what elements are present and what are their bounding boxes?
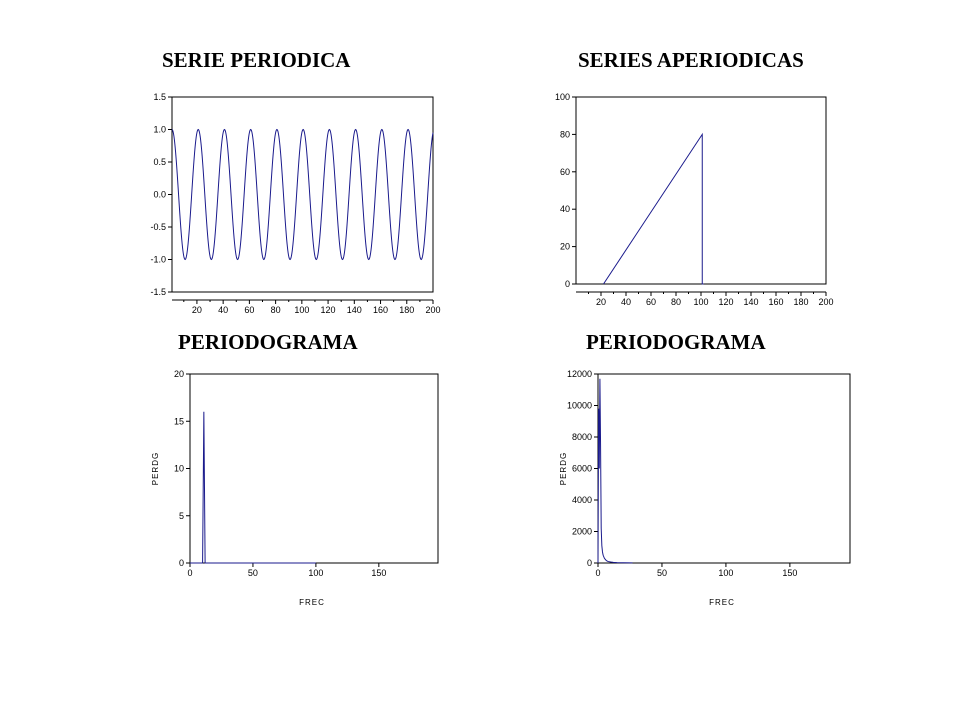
y-tick-label: 1.0 [153,125,166,135]
x-tick-label: 160 [373,305,388,315]
y-axis-title: PERDG [151,452,160,485]
plot-frame [597,373,851,564]
series-line-0 [171,128,434,261]
x-tick-label: 50 [657,568,667,578]
y-tick-label: 0 [179,558,184,568]
y-tick-label: 0 [565,279,570,289]
y-tick-label: -1.0 [150,255,166,265]
x-tick-label: 100 [693,297,708,307]
y-tick-label: 20 [560,242,570,252]
x-tick-label: 0 [595,568,600,578]
y-tick-label: 4000 [572,495,592,505]
y-axis-title: PERDG [559,452,568,485]
x-tick-label: 0 [187,568,192,578]
x-tick-label: 20 [596,297,606,307]
x-axis-title: FREC [709,598,735,607]
x-tick-label: 40 [218,305,228,315]
y-tick-label: 2000 [572,527,592,537]
x-axis-title: FREC [299,598,325,607]
title-periodic: SERIE PERIODICA [162,48,351,72]
x-tick-label: 160 [768,297,783,307]
y-tick-label: 80 [560,129,570,139]
x-tick-label: 180 [793,297,808,307]
x-tick-label: 100 [294,305,309,315]
y-tick-label: 12000 [567,369,592,379]
y-tick-label: 40 [560,204,570,214]
y-tick-label: 100 [555,92,570,102]
x-tick-label: 140 [743,297,758,307]
y-tick-label: -1.5 [150,287,166,297]
y-tick-label: 6000 [572,464,592,474]
x-tick-label: 150 [371,568,386,578]
series-line-0 [597,378,633,564]
x-tick-label: 180 [399,305,414,315]
y-tick-label: 8000 [572,432,592,442]
y-tick-label: 15 [174,416,184,426]
x-tick-label: 60 [646,297,656,307]
x-tick-label: 140 [347,305,362,315]
title-aperiodic: SERIES APERIODICAS [578,48,804,72]
x-tick-label: 80 [671,297,681,307]
y-tick-label: 10000 [567,401,592,411]
x-tick-label: 40 [621,297,631,307]
x-tick-label: 20 [192,305,202,315]
y-tick-label: 0 [587,558,592,568]
x-tick-label: 100 [718,568,733,578]
y-tick-label: 0.0 [153,190,166,200]
x-tick-label: 150 [782,568,797,578]
x-tick-label: 80 [271,305,281,315]
y-tick-label: -0.5 [150,222,166,232]
x-tick-label: 200 [425,305,440,315]
x-tick-label: 60 [244,305,254,315]
y-tick-label: 10 [174,464,184,474]
y-tick-label: 60 [560,167,570,177]
x-tick-label: 120 [718,297,733,307]
series-line-0 [603,132,704,285]
x-tick-label: 100 [308,568,323,578]
x-tick-label: 120 [321,305,336,315]
x-tick-label: 50 [248,568,258,578]
y-tick-label: 0.5 [153,157,166,167]
title-periodogram-left: PERIODOGRAMA [178,330,358,354]
x-tick-label: 200 [818,297,833,307]
y-tick-label: 5 [179,511,184,521]
plot-frame [575,96,827,285]
y-tick-label: 1.5 [153,92,166,102]
series-line-0 [190,411,316,564]
y-tick-label: 20 [174,369,184,379]
title-periodogram-right: PERIODOGRAMA [586,330,766,354]
